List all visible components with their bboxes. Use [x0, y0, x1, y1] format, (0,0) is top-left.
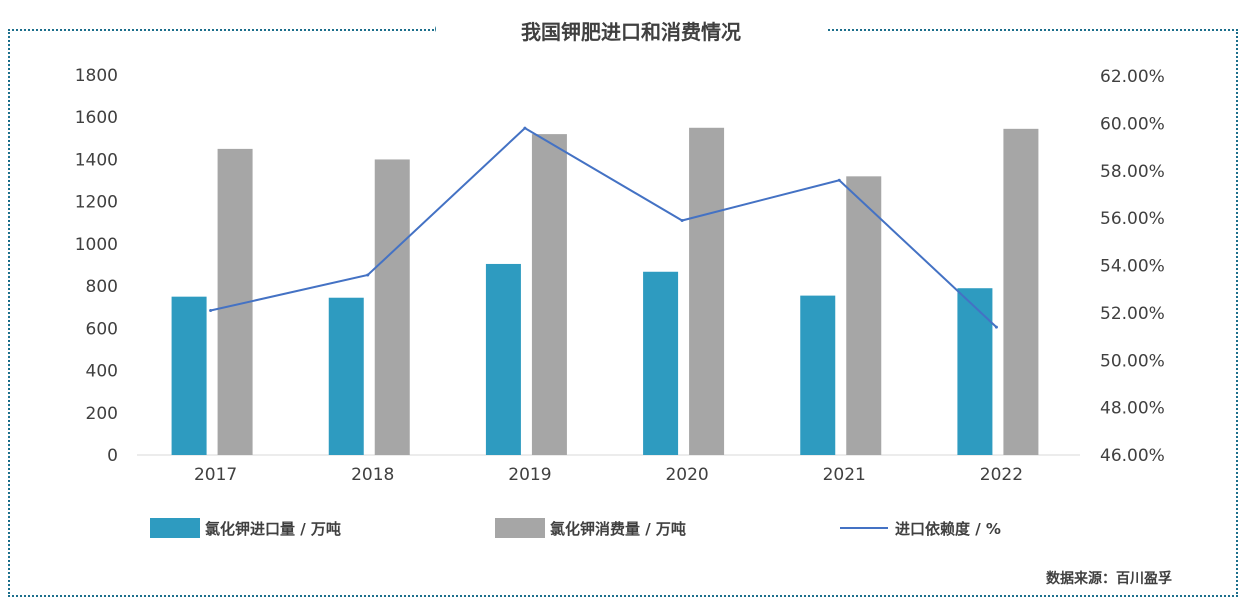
- data-source: 数据来源：百川盈孚: [1046, 571, 1172, 587]
- consumption-bar: [374, 159, 410, 455]
- left-axis-tick: 1600: [75, 108, 118, 128]
- import-bar: [485, 263, 521, 455]
- dependency-point: [366, 273, 370, 277]
- left-axis-tick: 1200: [75, 193, 118, 213]
- legend-label: 氯化钾进口量 / 万吨: [205, 520, 341, 538]
- x-axis-tick: 2019: [508, 465, 551, 485]
- dependency-point: [209, 309, 213, 313]
- dependency-point: [680, 218, 684, 222]
- dependency-point: [994, 325, 998, 329]
- legend-swatch: [150, 518, 200, 538]
- dependency-point: [523, 126, 527, 130]
- x-axis-tick: 2022: [980, 465, 1023, 485]
- x-axis-tick: 2018: [351, 465, 394, 485]
- left-axis-tick: 1800: [75, 66, 118, 86]
- import-bar: [957, 288, 993, 455]
- x-axis-tick: 2021: [823, 465, 866, 485]
- right-axis-tick: 62.00%: [1100, 67, 1165, 87]
- right-axis-tick: 60.00%: [1100, 114, 1165, 134]
- right-axis-tick: 58.00%: [1100, 162, 1165, 182]
- import-bar: [800, 295, 836, 455]
- right-axis-tick: 48.00%: [1100, 399, 1165, 419]
- consumption-bar: [846, 176, 882, 456]
- left-axis-tick: 0: [107, 446, 118, 466]
- consumption-bar: [689, 127, 725, 456]
- legend-swatch: [495, 518, 545, 538]
- left-axis-tick: 600: [86, 319, 118, 339]
- x-axis-tick: 2020: [665, 465, 708, 485]
- dependency-point: [837, 178, 841, 182]
- left-axis-tick: 200: [86, 404, 118, 424]
- legend-label: 进口依赖度 / %: [895, 520, 1001, 538]
- dependency-line: [210, 126, 998, 328]
- chart-title-wrap: 我国钾肥进口和消费情况: [436, 12, 826, 48]
- left-axis-tick: 1400: [75, 150, 118, 170]
- chart-title: 我国钾肥进口和消费情况: [521, 19, 741, 44]
- import-bar: [643, 271, 679, 455]
- left-axis-tick: 1000: [75, 235, 118, 255]
- right-axis-tick: 46.00%: [1100, 446, 1165, 466]
- import-bar: [171, 296, 207, 455]
- consumption-bar: [531, 134, 567, 455]
- right-axis-tick: 56.00%: [1100, 209, 1165, 229]
- right-axis-tick: 54.00%: [1100, 257, 1165, 277]
- legend-label: 氯化钾消费量 / 万吨: [550, 520, 686, 538]
- right-axis-tick: 50.00%: [1100, 351, 1165, 371]
- consumption-bar: [1003, 128, 1039, 456]
- import-bar: [328, 297, 364, 455]
- left-axis-tick: 400: [86, 362, 118, 382]
- left-axis-tick: 800: [86, 277, 118, 297]
- x-axis-tick: 2017: [194, 465, 237, 485]
- right-axis-tick: 52.00%: [1100, 304, 1165, 324]
